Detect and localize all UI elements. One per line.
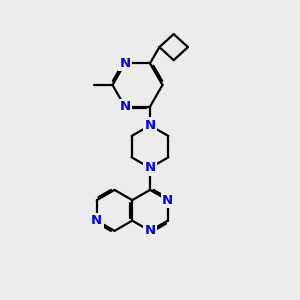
Text: N: N: [119, 57, 130, 70]
Text: N: N: [91, 214, 102, 227]
Text: N: N: [119, 100, 130, 113]
Text: N: N: [144, 119, 156, 132]
Text: N: N: [162, 194, 173, 207]
Text: N: N: [144, 224, 156, 237]
Text: N: N: [144, 161, 156, 174]
